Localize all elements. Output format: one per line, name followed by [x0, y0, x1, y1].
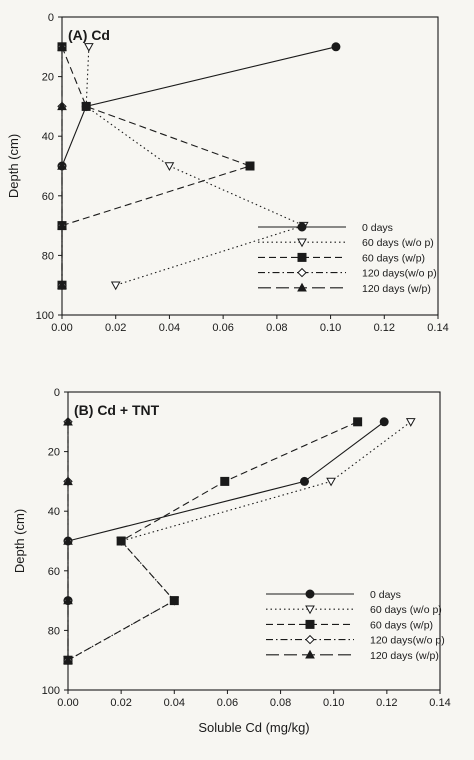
x-tick-label: 0.08	[266, 322, 287, 334]
panel-title: (B) Cd + TNT	[74, 402, 160, 418]
x-axis-label: Soluble Cd (mg/kg)	[198, 720, 309, 735]
data-point	[169, 596, 179, 606]
series-line	[61, 46, 252, 286]
legend-label: 120 days(w/o p)	[362, 268, 437, 280]
y-tick-label: 100	[36, 310, 54, 322]
data-point	[379, 417, 389, 427]
data-point	[63, 476, 73, 486]
panel-title: (A) Cd	[68, 27, 110, 43]
legend-marker	[305, 634, 315, 645]
data-point	[220, 476, 230, 486]
x-tick-label: 0.04	[164, 697, 185, 709]
x-tick-label: 0.04	[159, 322, 180, 334]
data-point	[57, 280, 67, 289]
data-point	[63, 535, 73, 545]
y-tick-label: 60	[48, 566, 60, 578]
data-point	[164, 162, 175, 172]
y-tick-label: 100	[42, 685, 60, 697]
x-tick-label: 0.10	[323, 697, 344, 709]
legend-label: 0 days	[362, 222, 393, 234]
y-tick-label: 0	[54, 387, 60, 399]
legend-marker	[297, 267, 307, 278]
chart-panel-a: 0.00 0.02 0.04 0.06 0.08 0.10 0.12 0.14 0 20 40 60 8…	[6, 12, 449, 334]
data-point	[299, 476, 309, 486]
legend-label: 120 days (w/p)	[362, 283, 431, 295]
data-point	[326, 477, 336, 487]
y-tick-label: 40	[48, 506, 60, 518]
y-tick-label: 60	[42, 191, 54, 203]
y-axis-label: Depth (cm)	[6, 134, 21, 198]
series-line	[61, 46, 337, 286]
data-point	[245, 161, 255, 171]
x-tick-label: 0.08	[270, 697, 291, 709]
y-tick-label: 80	[42, 250, 54, 262]
y-axis-label: Depth (cm)	[12, 509, 27, 573]
data-point	[84, 43, 94, 52]
series-line	[85, 46, 306, 286]
data-point	[81, 101, 91, 111]
data-point	[57, 101, 67, 111]
legend-marker	[297, 238, 307, 248]
legend-label: 0 days	[370, 589, 401, 601]
data-point	[331, 42, 341, 52]
legend-marker	[297, 282, 307, 292]
legend-marker	[305, 589, 315, 599]
legend-marker	[297, 252, 307, 262]
y-tick-label: 0	[48, 12, 54, 24]
x-tick-label: 0.14	[427, 322, 448, 334]
data-point	[63, 655, 73, 664]
data-point	[353, 417, 363, 427]
x-tick-label: 0.06	[217, 697, 238, 709]
x-tick-label: 0.12	[376, 697, 397, 709]
x-tick-label: 0.00	[51, 322, 72, 334]
data-point	[57, 220, 67, 230]
legend-label: 60 days (w/p)	[362, 252, 425, 264]
x-tick-label: 0.10	[320, 322, 341, 334]
legend-marker	[305, 649, 315, 659]
x-tick-label: 0.06	[212, 322, 233, 334]
data-point	[57, 41, 67, 51]
x-tick-label: 0.02	[110, 697, 131, 709]
legend-marker	[305, 605, 315, 615]
y-tick-label: 80	[48, 625, 60, 637]
data-point	[63, 416, 73, 426]
chart-panel-b: 0.00 0.02 0.04 0.06 0.08 0.10 0.12 0.14 0 20 40 60 8…	[12, 387, 451, 735]
data-point	[405, 418, 416, 427]
legend-marker	[305, 619, 315, 629]
x-tick-label: 0.02	[105, 322, 126, 334]
y-tick-label: 40	[42, 131, 54, 143]
legend-label: 60 days (w/p)	[370, 619, 433, 631]
data-point	[110, 281, 121, 291]
y-tick-label: 20	[48, 447, 60, 459]
legend-marker	[297, 222, 307, 232]
legend-label: 60 days (w/o p)	[370, 604, 442, 616]
legend-label: 120 days (w/p)	[370, 650, 439, 662]
data-point	[63, 595, 73, 605]
y-tick-label: 20	[42, 72, 54, 84]
x-tick-label: 0.12	[374, 322, 395, 334]
legend-label: 60 days (w/o p)	[362, 237, 434, 249]
x-tick-label: 0.00	[57, 697, 78, 709]
data-point	[116, 536, 126, 546]
x-tick-label: 0.14	[429, 697, 450, 709]
data-point	[57, 160, 67, 170]
legend-label: 120 days(w/o p)	[370, 635, 445, 647]
